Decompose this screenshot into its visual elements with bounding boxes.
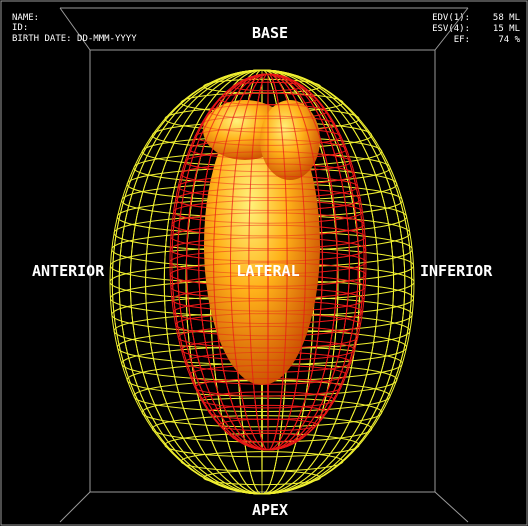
endo-mesh-front [267,73,269,451]
endo-mesh-front [232,432,304,443]
endo-mesh-front [173,200,363,224]
endo-mesh-front [171,73,365,451]
result-label: ESV(4): [432,24,470,34]
result-value: 58 ML [493,13,520,23]
endo-mesh-front [176,73,360,451]
endo-mesh-front [177,175,359,199]
endo-mesh-front [189,364,347,385]
frame-edge [59,491,91,523]
endo-mesh-front [173,300,363,324]
apex-label: APEX [252,501,288,519]
endo-mesh-front [171,287,365,312]
endo-mesh-front [218,92,318,106]
result-label: EF: [454,35,470,45]
endo-mesh-front [186,73,350,451]
endo-mesh [171,73,365,451]
endo-mesh-front [200,115,336,133]
heart-lobe [260,100,320,180]
lateral-label: LATERAL [236,262,299,280]
anterior-label: ANTERIOR [32,262,105,280]
result-label: EDV(1): [432,13,470,23]
endo-mesh-front [170,274,366,300]
inferior-label: INFERIOR [420,262,493,280]
endo-mesh-front [175,313,361,337]
endo-mesh-front [229,73,307,451]
birth-date: BIRTH DATE: DD-MMM-YYYY [12,34,137,44]
endo-mesh-front [213,73,323,451]
endo-mesh-front [176,73,360,451]
endo-mesh-front [189,139,347,160]
endo-mesh-front [194,378,342,397]
endo-mesh-front [213,73,323,451]
endo-mesh-front [194,127,342,146]
wireframe [109,69,415,495]
endo-mesh-front [198,73,338,451]
endo-mesh-front [169,262,367,287]
endo-mesh-front [218,418,318,432]
endo-mesh-front [180,338,356,361]
frame-edge [59,7,91,51]
patient-name: NAME: [12,13,39,23]
endo-mesh-front [169,249,367,275]
patient-id: ID: [12,23,28,33]
endo-mesh-front [169,73,367,451]
endo-mesh-front [184,151,352,173]
result-value: 15 ML [493,24,520,34]
endo-mesh-front [180,163,356,186]
frame-edge [434,7,469,51]
endo-mesh-front [200,391,336,409]
endo-mesh-front [198,73,338,451]
frame-edge [434,491,469,523]
endo-mesh-front [171,73,365,451]
endo-mesh-front [177,325,359,349]
endo-mesh-front [169,237,367,262]
endo-mesh-front [248,73,288,451]
base-label: BASE [252,24,288,42]
endo-mesh-front [175,187,361,211]
result-value: 74 % [498,35,520,45]
endo-mesh-front [248,73,288,451]
endo-mesh-front [229,73,307,451]
endo-mesh-front [208,404,328,420]
endo-mesh-front [186,73,350,451]
endo-mesh-front [184,351,352,373]
inner-frame [89,49,436,493]
endo-mesh-front [208,104,328,120]
endo-mesh-front [170,224,366,250]
outer-mesh [111,69,413,495]
endo-mesh-front [232,81,304,92]
endo-mesh-front [171,212,365,237]
